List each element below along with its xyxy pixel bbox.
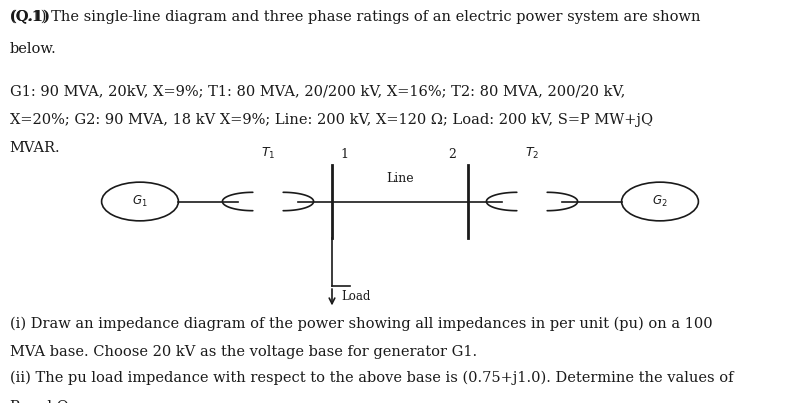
Text: (ii) The pu load impedance with respect to the above base is (0.75+j1.0). Determ: (ii) The pu load impedance with respect … (10, 371, 733, 385)
Text: below.: below. (10, 42, 56, 56)
Text: (Q.1) The single-line diagram and three phase ratings of an electric power syste: (Q.1) The single-line diagram and three … (10, 10, 700, 25)
Text: 1: 1 (340, 148, 348, 161)
Text: MVA base. Choose 20 kV as the voltage base for generator G1.: MVA base. Choose 20 kV as the voltage ba… (10, 345, 477, 359)
Text: $G_1$: $G_1$ (132, 194, 148, 209)
Text: Load: Load (342, 290, 371, 303)
Text: X=20%; G2: 90 MVA, 18 kV X=9%; Line: 200 kV, X=120 Ω; Load: 200 kV, S=P MW+jQ: X=20%; G2: 90 MVA, 18 kV X=9%; Line: 200… (10, 113, 653, 127)
Text: (i) Draw an impedance diagram of the power showing all impedances in per unit (p: (i) Draw an impedance diagram of the pow… (10, 316, 712, 331)
Text: (Q.1): (Q.1) (10, 10, 50, 24)
Text: 2: 2 (448, 148, 456, 161)
Text: $T_1$: $T_1$ (261, 146, 275, 161)
Text: Line: Line (386, 172, 414, 185)
Text: MVAR.: MVAR. (10, 141, 60, 155)
Text: G1: 90 MVA, 20kV, X=9%; T1: 80 MVA, 20/200 kV, X=16%; T2: 80 MVA, 200/20 kV,: G1: 90 MVA, 20kV, X=9%; T1: 80 MVA, 20/2… (10, 85, 625, 99)
Text: $G_2$: $G_2$ (652, 194, 668, 209)
Text: P and Q.: P and Q. (10, 399, 72, 403)
Text: $T_2$: $T_2$ (525, 146, 539, 161)
